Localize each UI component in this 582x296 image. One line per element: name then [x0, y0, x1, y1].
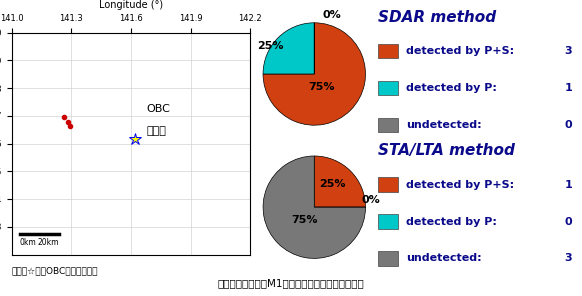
Text: detected by P+S:: detected by P+S: — [406, 46, 514, 56]
Text: 0: 0 — [565, 217, 572, 226]
Bar — [378, 251, 398, 266]
Text: 20km: 20km — [38, 238, 59, 247]
Text: 75%: 75% — [291, 215, 317, 225]
Bar — [378, 118, 398, 132]
Text: STA/LTA method: STA/LTA method — [378, 143, 515, 158]
Text: detected by P+S:: detected by P+S: — [406, 180, 514, 189]
Text: 図：自然地震（＜M1）の発生位置と測定結果比較: 図：自然地震（＜M1）の発生位置と測定結果比較 — [218, 278, 364, 288]
X-axis label: Longitude (°): Longitude (°) — [99, 0, 163, 10]
Wedge shape — [263, 156, 365, 258]
Text: SDAR method: SDAR method — [378, 10, 496, 25]
Text: 中心点: 中心点 — [147, 126, 166, 136]
Wedge shape — [263, 23, 314, 74]
Text: 1: 1 — [565, 83, 572, 93]
Text: 3: 3 — [565, 253, 572, 263]
Wedge shape — [263, 23, 365, 125]
Bar — [378, 178, 398, 192]
Text: 0km: 0km — [20, 238, 36, 247]
Text: detected by P:: detected by P: — [406, 217, 497, 226]
Bar — [378, 214, 398, 229]
Text: 25%: 25% — [257, 41, 284, 51]
Text: OBC: OBC — [147, 104, 171, 115]
Text: 3: 3 — [565, 46, 572, 56]
Text: 0%: 0% — [361, 194, 380, 205]
Text: 1: 1 — [565, 180, 572, 189]
Text: undetected:: undetected: — [406, 120, 482, 130]
Wedge shape — [314, 156, 365, 207]
Text: undetected:: undetected: — [406, 253, 482, 263]
Bar — [378, 81, 398, 95]
Text: 75%: 75% — [308, 82, 335, 92]
Text: 25%: 25% — [319, 179, 346, 189]
Text: 0%: 0% — [323, 10, 342, 20]
Text: 図中の☆は，OBC中心点を示す: 図中の☆は，OBC中心点を示す — [12, 266, 98, 275]
Text: detected by P:: detected by P: — [406, 83, 497, 93]
Bar — [378, 44, 398, 59]
Text: 0: 0 — [565, 120, 572, 130]
